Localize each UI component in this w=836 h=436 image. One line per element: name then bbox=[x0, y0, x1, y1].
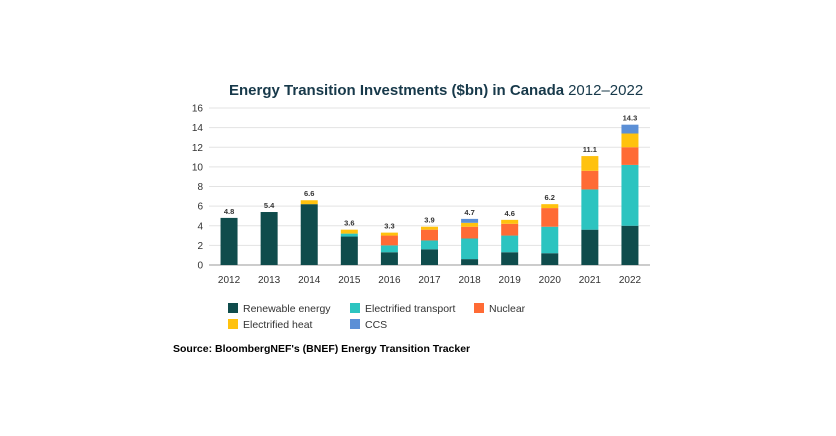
bar-ccs-2018 bbox=[461, 218, 479, 223]
bar-electrified-heat-2018 bbox=[461, 222, 479, 227]
bar-nuclear-2021 bbox=[581, 170, 599, 190]
bar-electrified-heat-2022 bbox=[621, 133, 639, 148]
bar-nuclear-2019 bbox=[501, 223, 519, 236]
bar-renewable-energy-2021 bbox=[581, 229, 599, 265]
y-tick-label: 6 bbox=[197, 202, 203, 213]
bar-electrified-heat-2021 bbox=[581, 156, 599, 171]
total-label-2013: 5.4 bbox=[264, 201, 275, 210]
total-label-2021: 11.1 bbox=[583, 145, 597, 154]
bar-electrified-transport-2019 bbox=[501, 235, 519, 253]
x-tick-label: 2014 bbox=[298, 275, 321, 286]
bar-nuclear-2022 bbox=[621, 147, 639, 165]
bar-renewable-energy-2018 bbox=[461, 259, 479, 265]
y-tick-label: 4 bbox=[197, 221, 203, 232]
legend-swatch-ccs bbox=[350, 319, 360, 329]
legend-label-ccs: CCS bbox=[365, 319, 387, 331]
x-tick-label: 2015 bbox=[338, 275, 361, 286]
total-label-2022: 14.3 bbox=[623, 114, 638, 123]
legend-swatch-renewable-energy bbox=[228, 303, 238, 313]
bar-nuclear-2016 bbox=[380, 235, 398, 246]
bar-electrified-heat-2016 bbox=[380, 232, 398, 236]
total-label-2017: 3.9 bbox=[424, 216, 434, 225]
y-tick-label: 10 bbox=[192, 162, 204, 173]
total-label-2018: 4.7 bbox=[464, 208, 474, 217]
bar-nuclear-2020 bbox=[541, 208, 559, 227]
bar-electrified-transport-2021 bbox=[581, 189, 599, 230]
bar-electrified-transport-2016 bbox=[380, 245, 398, 253]
x-tick-label: 2012 bbox=[218, 275, 241, 286]
bar-renewable-energy-2012 bbox=[220, 217, 238, 265]
bar-electrified-heat-2020 bbox=[541, 204, 559, 209]
y-tick-label: 16 bbox=[192, 104, 204, 115]
legend-swatch-electrified-heat bbox=[228, 319, 238, 329]
bar-electrified-heat-2017 bbox=[421, 226, 438, 230]
bar-electrified-transport-2020 bbox=[541, 226, 559, 254]
bar-nuclear-2017 bbox=[421, 229, 438, 241]
legend-label-renewable-energy: Renewable energy bbox=[243, 303, 331, 315]
bar-electrified-heat-2019 bbox=[501, 219, 519, 224]
x-axis-ticks: 2012 2013 2014 2015 2016 2017 2018 2019 2020 2021… bbox=[218, 275, 642, 286]
bar-electrified-transport-2017 bbox=[421, 240, 438, 250]
legend-swatch-electrified-transport bbox=[350, 303, 360, 313]
legend: Renewable energy Electrified transport Nuc… bbox=[228, 303, 526, 331]
y-tick-label: 12 bbox=[192, 143, 204, 154]
legend-swatch-nuclear bbox=[474, 303, 484, 313]
bar-electrified-heat-2014 bbox=[300, 200, 318, 205]
x-tick-label: 2022 bbox=[619, 275, 642, 286]
y-tick-label: 0 bbox=[197, 261, 203, 272]
y-tick-label: 8 bbox=[197, 182, 203, 193]
bar-electrified-transport-2018 bbox=[461, 238, 479, 260]
bar-electrified-transport-2022 bbox=[621, 164, 639, 226]
data-labels: 4.8 5.4 6.6 3.6 3.3 3.9 4.7 4.6 6.2 11.1 14.3 bbox=[224, 114, 637, 231]
bar-nuclear-2018 bbox=[461, 226, 479, 239]
source-note: Source: BloombergNEF's (BNEF) Energy Tra… bbox=[173, 343, 471, 355]
bar-electrified-heat-2015 bbox=[340, 229, 358, 234]
y-axis-ticks: 0 2 4 6 8 10 12 14 16 bbox=[192, 104, 204, 272]
bar-renewable-energy-2017 bbox=[421, 249, 438, 265]
bar-ccs-2022 bbox=[621, 124, 639, 134]
legend-label-nuclear: Nuclear bbox=[489, 303, 526, 315]
x-tick-label: 2017 bbox=[418, 275, 441, 286]
bar-renewable-energy-2013 bbox=[260, 212, 278, 265]
x-tick-label: 2021 bbox=[579, 275, 602, 286]
x-tick-label: 2013 bbox=[258, 275, 281, 286]
total-label-2019: 4.6 bbox=[504, 209, 514, 218]
gridlines bbox=[209, 107, 650, 266]
bar-renewable-energy-2015 bbox=[340, 236, 358, 265]
total-label-2020: 6.2 bbox=[545, 193, 555, 202]
x-tick-label: 2016 bbox=[378, 275, 401, 286]
chart-title: Energy Transition Investments ($bn) in C… bbox=[229, 82, 643, 99]
y-tick-label: 14 bbox=[192, 123, 204, 134]
legend-label-electrified-heat: Electrified heat bbox=[243, 319, 313, 331]
bar-renewable-energy-2014 bbox=[300, 204, 318, 265]
bar-renewable-energy-2020 bbox=[541, 253, 559, 265]
x-tick-label: 2018 bbox=[458, 275, 481, 286]
x-tick-label: 2019 bbox=[499, 275, 522, 286]
bar-renewable-energy-2016 bbox=[380, 252, 398, 265]
chart-title-years: 2012–2022 bbox=[568, 82, 643, 99]
total-label-2015: 3.6 bbox=[344, 219, 354, 228]
legend-label-electrified-transport: Electrified transport bbox=[365, 303, 456, 315]
y-tick-label: 2 bbox=[197, 241, 203, 252]
chart-title-main: Energy Transition Investments ($bn) in C… bbox=[229, 82, 565, 99]
total-label-2012: 4.8 bbox=[224, 207, 234, 216]
bars bbox=[220, 124, 639, 265]
bar-electrified-transport-2015 bbox=[340, 233, 358, 237]
total-label-2014: 6.6 bbox=[304, 189, 314, 198]
bar-renewable-energy-2019 bbox=[501, 252, 519, 265]
x-tick-label: 2020 bbox=[539, 275, 562, 286]
bar-renewable-energy-2022 bbox=[621, 225, 639, 265]
total-label-2016: 3.3 bbox=[384, 222, 394, 231]
